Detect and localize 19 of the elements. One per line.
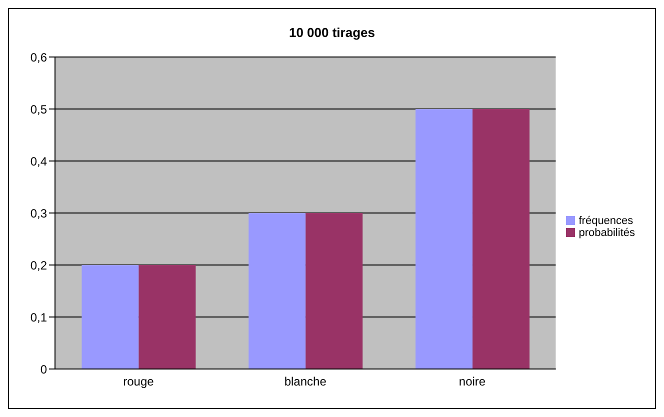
- y-tick-label: 0,4: [30, 154, 48, 168]
- y-tick-label: 0,1: [30, 310, 48, 324]
- x-tick-label: blanche: [284, 374, 327, 389]
- bar: [248, 213, 306, 369]
- y-tick-label: 0,2: [30, 258, 48, 272]
- bar: [306, 213, 363, 369]
- y-tick-label: 0,5: [30, 102, 48, 116]
- bar: [472, 109, 530, 369]
- bar: [416, 109, 473, 369]
- chart-title: 10 000 tirages: [288, 24, 376, 42]
- legend-label: fréquences: [578, 214, 634, 226]
- y-tick-label: 0,6: [30, 50, 48, 64]
- x-tick-label: rouge: [123, 374, 154, 389]
- bar: [82, 265, 139, 369]
- legend-label: probabilités: [578, 226, 635, 238]
- x-tick-label: noire: [458, 374, 486, 389]
- y-tick-label: 0,3: [30, 206, 48, 220]
- y-tick-label: 0: [40, 362, 48, 376]
- bar: [138, 265, 196, 369]
